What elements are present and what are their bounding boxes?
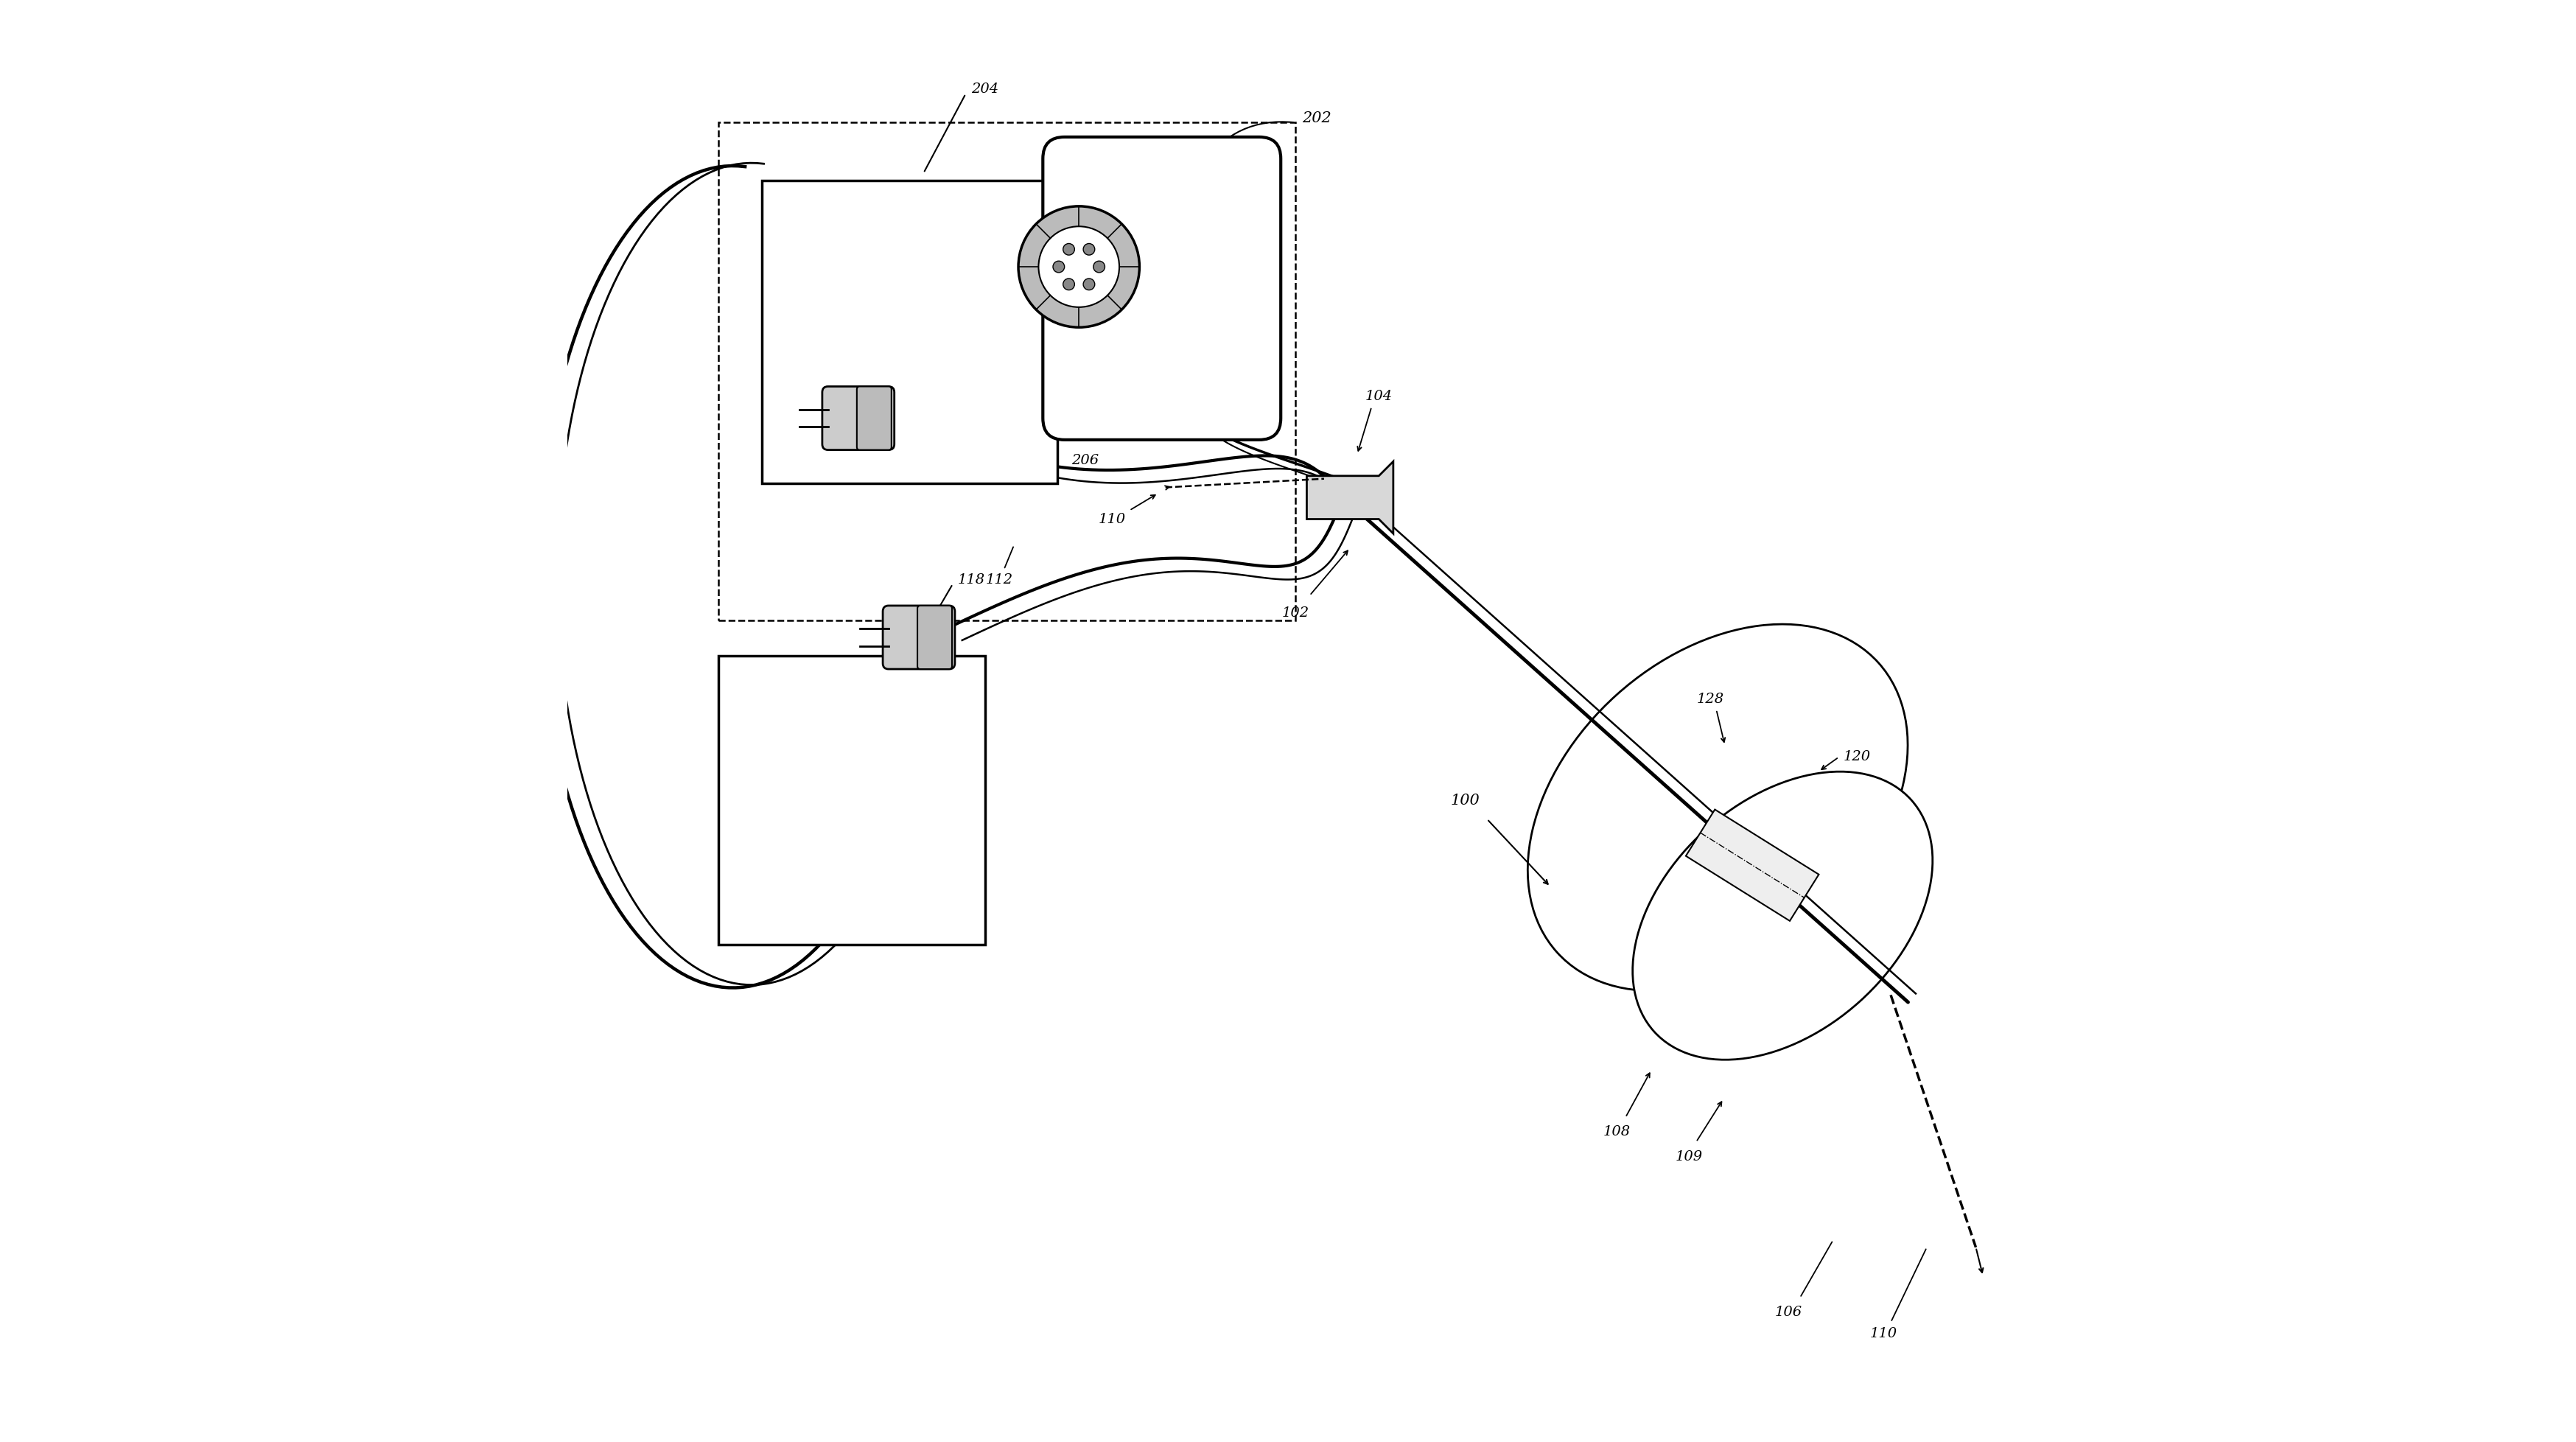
Text: 110: 110: [1870, 1327, 1896, 1341]
Text: 118: 118: [958, 572, 984, 587]
Text: 106: 106: [1775, 1305, 1803, 1319]
Text: 212: 212: [891, 324, 920, 339]
Text: 113: 113: [1092, 177, 1118, 192]
FancyBboxPatch shape: [884, 606, 956, 669]
Circle shape: [1064, 278, 1074, 290]
Text: 120: 120: [1844, 750, 1870, 764]
Circle shape: [1084, 278, 1095, 290]
Text: POSITION
MONITORING
SYSTEM: POSITION MONITORING SYSTEM: [860, 310, 958, 353]
Text: 102: 102: [1280, 606, 1309, 620]
Text: 202: 202: [1303, 111, 1332, 125]
Text: 109: 109: [1674, 1149, 1703, 1164]
Text: 128: 128: [1698, 692, 1723, 707]
Circle shape: [1084, 244, 1095, 255]
Text: 204: 204: [971, 82, 999, 97]
FancyBboxPatch shape: [1043, 137, 1280, 440]
Circle shape: [1064, 244, 1074, 255]
Ellipse shape: [1528, 624, 1909, 991]
Ellipse shape: [1633, 771, 1932, 1060]
Text: 104: 104: [1365, 389, 1394, 404]
Circle shape: [1018, 206, 1139, 327]
Text: 206: 206: [1072, 454, 1100, 467]
Text: 114: 114: [1108, 144, 1136, 159]
Text: DISPLAY: DISPLAY: [1126, 281, 1198, 296]
FancyBboxPatch shape: [822, 386, 894, 450]
Text: ABLATION
CONTROL
SYSTEM: ABLATION CONTROL SYSTEM: [814, 779, 889, 822]
Text: 112: 112: [987, 572, 1012, 587]
Circle shape: [1054, 261, 1064, 273]
FancyBboxPatch shape: [917, 606, 953, 669]
Polygon shape: [1306, 461, 1394, 534]
Text: 100: 100: [1450, 793, 1481, 808]
Circle shape: [1038, 226, 1121, 307]
FancyBboxPatch shape: [858, 386, 891, 450]
Text: 110: 110: [1097, 512, 1126, 526]
FancyBboxPatch shape: [719, 656, 984, 945]
FancyBboxPatch shape: [762, 180, 1056, 483]
Circle shape: [1092, 261, 1105, 273]
Polygon shape: [1685, 809, 1819, 921]
Text: 108: 108: [1602, 1125, 1631, 1139]
